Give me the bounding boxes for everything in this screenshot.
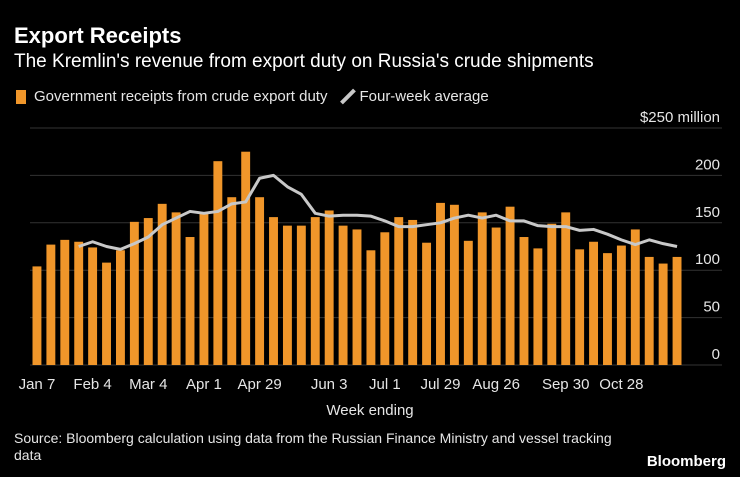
bar xyxy=(477,212,487,365)
source-box: Source: Bloomberg calculation using data… xyxy=(14,430,612,463)
x-tick-label: Jun 3 xyxy=(311,376,348,393)
x-tick-label: Jan 7 xyxy=(19,376,56,393)
brand: Bloomberg xyxy=(647,453,726,470)
bar xyxy=(603,253,612,365)
chart-title: Export Receipts xyxy=(14,23,182,48)
bar xyxy=(74,241,84,365)
bar xyxy=(616,245,626,365)
bar xyxy=(46,244,56,365)
bar xyxy=(171,212,181,365)
x-tick-label: Jul 29 xyxy=(420,376,460,393)
bar xyxy=(338,225,348,365)
bar xyxy=(519,237,529,365)
bar xyxy=(255,197,265,365)
bar xyxy=(575,249,585,365)
y-tick-label: $250 million xyxy=(640,109,720,126)
x-tick-label: Jul 1 xyxy=(369,376,401,393)
y-tick-label: 100 xyxy=(695,251,720,268)
bar xyxy=(352,229,362,365)
bar xyxy=(241,151,251,365)
bar xyxy=(589,241,599,365)
bar xyxy=(505,206,515,365)
y-tick-label: 150 xyxy=(695,204,720,221)
bar xyxy=(380,232,390,365)
bar xyxy=(60,239,70,365)
bar xyxy=(644,256,654,365)
x-axis-label: Week ending xyxy=(326,402,413,419)
bar xyxy=(533,248,543,365)
bar xyxy=(310,217,320,365)
bar xyxy=(129,221,139,365)
source: Source: Bloomberg calculation using data… xyxy=(14,430,612,463)
bar xyxy=(491,227,501,365)
bar xyxy=(561,212,571,365)
average-line xyxy=(78,173,678,251)
bar xyxy=(436,202,445,365)
bar xyxy=(282,225,292,365)
bar xyxy=(296,225,306,365)
bar xyxy=(658,263,668,365)
legend-swatch xyxy=(16,90,26,104)
bar xyxy=(227,197,237,365)
bar xyxy=(115,250,125,365)
bar xyxy=(463,240,473,365)
bar xyxy=(32,266,42,365)
x-tick-label: Oct 28 xyxy=(599,376,643,393)
bar xyxy=(185,237,195,365)
legend-label: Government receipts from crude export du… xyxy=(34,88,328,105)
y-tick-label: 50 xyxy=(703,299,720,316)
bar xyxy=(213,161,223,365)
bar xyxy=(408,219,418,365)
bar xyxy=(269,217,278,365)
bar xyxy=(366,250,376,365)
bar xyxy=(449,204,459,365)
bar xyxy=(394,217,404,365)
bar xyxy=(102,262,111,365)
bar xyxy=(324,210,334,365)
bar xyxy=(157,203,167,365)
x-tick-label: Aug 26 xyxy=(472,376,520,393)
x-tick-label: Apr 29 xyxy=(237,376,281,393)
bar xyxy=(88,247,98,365)
x-tick-label: Sep 30 xyxy=(542,376,590,393)
bar xyxy=(143,218,153,365)
y-tick-label: 0 xyxy=(712,346,720,363)
x-tick-label: Apr 1 xyxy=(186,376,222,393)
bar xyxy=(630,229,640,365)
legend-label: Four-week average xyxy=(359,88,488,105)
bar xyxy=(672,256,682,365)
x-tick-label: Mar 4 xyxy=(129,376,167,393)
bar xyxy=(422,242,432,365)
y-tick-label: 200 xyxy=(695,156,720,173)
bar xyxy=(199,213,209,365)
x-tick-label: Feb 4 xyxy=(73,376,111,393)
bar xyxy=(547,223,557,365)
legend-swatch xyxy=(340,88,356,105)
chart-subtitle: The Kremlin's revenue from export duty o… xyxy=(14,51,594,72)
